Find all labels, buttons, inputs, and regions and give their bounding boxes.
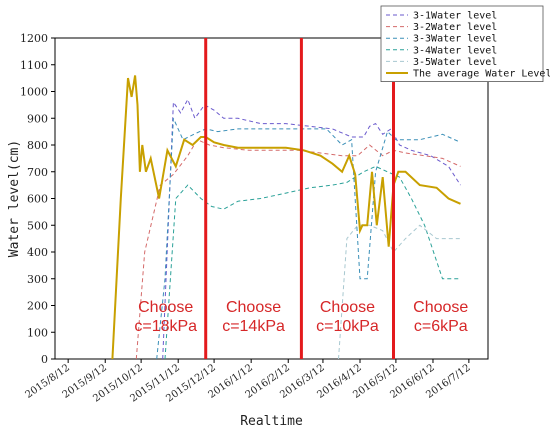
y-tick-label: 100 (27, 326, 48, 339)
region-label-line2: c=14kPa (222, 318, 285, 335)
y-tick-label: 500 (27, 219, 48, 232)
legend-box (380, 5, 544, 82)
y-tick-label: 700 (27, 166, 48, 179)
series-line (162, 98, 461, 360)
series-line (111, 75, 461, 360)
region-label-line2: c=10kPa (316, 318, 379, 335)
y-tick-label: 1200 (20, 32, 48, 45)
legend-entry: 3-1Water level (413, 11, 497, 22)
y-tick-label: 900 (27, 112, 48, 125)
region-label-line1: Choose (138, 299, 193, 316)
y-tick-label: 800 (27, 139, 48, 152)
series-line (338, 224, 461, 360)
legend-entry: 3-4Water level (413, 45, 497, 56)
y-axis-title: Water level(cm) (7, 140, 22, 257)
y-tick-label: 1100 (20, 59, 48, 72)
axes: 0 100 200 300 400 500 600 700 800 900 1000 1100 1200… (20, 32, 473, 405)
region-label-line2: c=6kPa (414, 318, 468, 335)
region-label-line1: Choose (226, 299, 281, 316)
series-line (164, 165, 461, 360)
x-axis-title: Realtime (240, 414, 303, 429)
divider-lines: Choose c=18kPa Choose c=14kPa Choose c=10kPa C… (134, 38, 468, 359)
y-tick-label: 200 (27, 300, 48, 313)
region-label-line1: Choose (413, 299, 468, 316)
legend-entry: 3-5Water level (413, 57, 497, 68)
y-tick-label: 600 (27, 193, 48, 206)
y-tick-label: 400 (27, 246, 48, 259)
legend-entry: The average Water Level (413, 69, 550, 80)
region-label-line2: c=18kPa (134, 318, 197, 335)
region-label-line1: Choose (320, 299, 375, 316)
y-tick-label: 1000 (20, 86, 48, 99)
legend-entry: 3-2Water level (413, 22, 497, 33)
y-tick-label: 0 (41, 353, 48, 366)
y-tick-label: 300 (27, 273, 48, 286)
legend-entry: 3-3Water level (413, 34, 497, 45)
series-lines (111, 75, 461, 360)
